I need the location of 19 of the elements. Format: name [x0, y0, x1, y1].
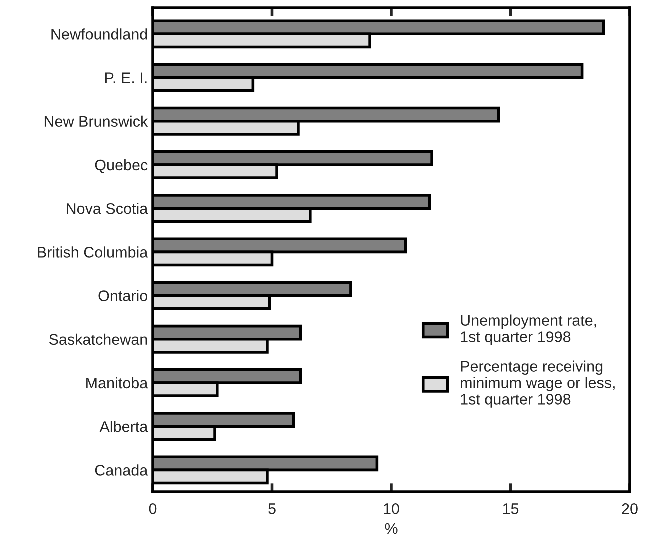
y-tick-label: New Brunswick — [44, 116, 148, 128]
y-tick-label: British Columbia — [38, 246, 148, 258]
y-tick-label: Canada — [95, 464, 148, 476]
y-tick-label: Ontario — [98, 290, 148, 302]
x-tick-label: 0 — [149, 504, 157, 514]
x-axis-title: % — [385, 523, 398, 534]
y-tick-label: Manitoba — [86, 377, 148, 389]
x-tick-label: 10 — [384, 504, 400, 514]
x-tick-label: 15 — [503, 504, 519, 514]
y-tick-label: Saskatchewan — [49, 334, 148, 346]
legend-label: Unemployment rate, 1st quarter 1998 — [461, 314, 596, 346]
y-tick-label: P. E. I. — [106, 72, 147, 84]
x-tick-label: 20 — [622, 504, 638, 514]
y-tick-label: Quebec — [95, 159, 148, 174]
legend-label: Percentage receiving minimum wage or less, 1st quarter 1998 — [461, 360, 615, 408]
y-tick-label: Alberta — [100, 421, 148, 432]
x-tick-label: 5 — [268, 504, 276, 514]
y-tick-label: Nova Scotia — [67, 203, 148, 214]
y-tick-label: Newfoundland — [52, 28, 148, 40]
